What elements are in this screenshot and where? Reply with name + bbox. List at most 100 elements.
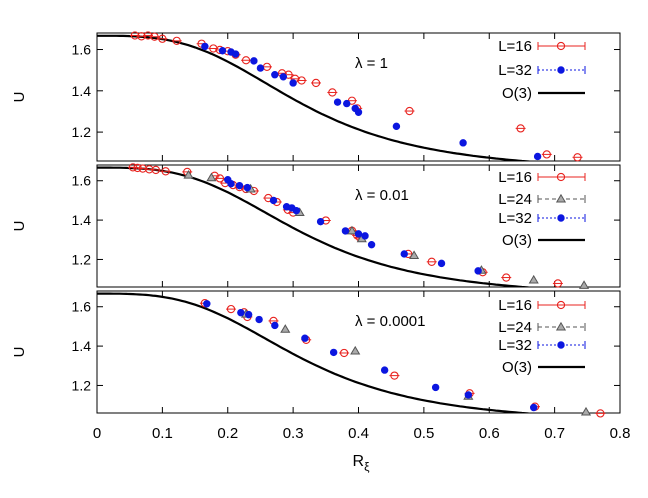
data-point — [243, 183, 252, 192]
data-point — [226, 304, 236, 314]
legend-label: L=32 — [498, 210, 532, 227]
data-point — [316, 217, 325, 226]
data-point — [158, 34, 167, 43]
x-tick-label: 0.1 — [152, 425, 173, 442]
data-point — [516, 124, 525, 133]
data-point — [405, 106, 414, 116]
data-point — [255, 315, 263, 324]
series-l-32 — [201, 42, 542, 161]
data-point — [151, 165, 160, 175]
data-point — [128, 163, 138, 172]
data-point — [297, 76, 306, 85]
x-axis: 0 0.1 0.2 0.3 0.4 0.5 0.6 0.7 0.8 — [93, 425, 631, 442]
data-point — [596, 409, 605, 418]
y-axis-label: U — [11, 92, 28, 103]
x-tick-label: 0.2 — [217, 425, 238, 442]
data-point — [218, 47, 227, 55]
data-point — [241, 56, 251, 65]
data-point — [408, 250, 420, 259]
data-point — [474, 267, 482, 275]
panel-annotation: λ = 1 — [355, 55, 388, 72]
legend-label: L=16 — [498, 169, 532, 186]
data-point — [271, 71, 279, 79]
y-tick-label: 1.2 — [72, 251, 92, 267]
data-point — [437, 259, 446, 268]
x-axis-label: Rξ — [353, 453, 371, 474]
data-point — [555, 193, 567, 203]
data-point — [380, 366, 389, 374]
o3-curve — [97, 34, 537, 161]
data-point — [459, 139, 467, 147]
x-tick-label: 0 — [93, 425, 101, 442]
chart-panel-1: 1.2 1.4 1.6 Uλ = 1 L=16 L=32 O(3) — [11, 31, 621, 162]
series-l-32 — [203, 300, 538, 412]
data-point — [556, 172, 566, 182]
panel-annotation: λ = 0.0001 — [355, 313, 425, 330]
legend-label: O(3) — [502, 232, 532, 249]
data-point — [400, 250, 408, 258]
x-axis-label-subscript: ξ — [364, 460, 370, 474]
data-point — [250, 57, 258, 65]
data-point — [392, 122, 401, 131]
panels: 1.2 1.4 1.6 Uλ = 1 L=16 L=32 O(3) 1.2 1.4 1.6 Uλ =… — [11, 31, 621, 418]
data-point — [183, 170, 194, 179]
chart-panel-2: 1.2 1.4 1.6 Uλ = 0.01 L=16 L=24 L=32 O(3) — [11, 163, 621, 289]
data-point — [390, 371, 399, 380]
data-point — [235, 181, 244, 190]
data-point — [172, 36, 181, 45]
data-point — [292, 206, 301, 215]
y-tick-label: 1.4 — [72, 212, 92, 228]
data-point — [201, 42, 209, 51]
data-point — [578, 280, 590, 289]
data-point — [256, 64, 265, 72]
y-tick-label: 1.2 — [72, 124, 92, 140]
series-l-32 — [224, 176, 482, 275]
data-point — [328, 88, 337, 97]
data-point — [557, 214, 565, 222]
data-point — [573, 153, 582, 162]
data-point — [237, 308, 245, 317]
data-point — [271, 321, 279, 330]
legend-label: L=24 — [498, 191, 532, 208]
y-tick-label: 1.6 — [72, 173, 92, 189]
plot-frame — [96, 32, 621, 162]
data-point — [279, 73, 288, 81]
data-point — [346, 225, 358, 235]
data-point — [244, 310, 253, 319]
data-point — [138, 164, 147, 173]
data-point — [301, 334, 309, 342]
legend: L=16L=24L=32O(3) — [498, 297, 586, 376]
data-point — [133, 163, 142, 173]
data-point — [329, 348, 338, 357]
data-point — [354, 108, 363, 116]
legend-label: L=16 — [498, 297, 532, 314]
data-point — [556, 300, 566, 310]
data-point — [367, 240, 376, 249]
data-point — [150, 32, 159, 41]
o3-curve — [97, 166, 537, 287]
data-point — [555, 321, 567, 331]
y-axis-label: U — [11, 347, 28, 358]
legend-label: L=32 — [498, 337, 532, 354]
data-point — [280, 324, 291, 333]
data-point — [333, 98, 342, 106]
legend: L=16 L=24 L=32 O(3) — [498, 169, 586, 249]
data-point — [528, 274, 539, 284]
data-point — [431, 383, 440, 392]
panel-annotation: λ = 0.01 — [355, 187, 409, 204]
legend-label: L=32 — [498, 62, 532, 79]
plot-frame — [96, 164, 621, 288]
data-point — [215, 174, 225, 183]
o3-curve — [97, 292, 537, 413]
data-point — [231, 50, 240, 58]
data-point — [530, 403, 538, 412]
data-point — [161, 167, 170, 176]
data-point — [339, 348, 349, 358]
data-point — [580, 406, 592, 416]
data-point — [557, 66, 565, 74]
legend-label: O(3) — [502, 85, 532, 102]
data-point — [556, 41, 566, 51]
x-axis-label-main: R — [353, 453, 365, 470]
data-point — [502, 273, 511, 282]
